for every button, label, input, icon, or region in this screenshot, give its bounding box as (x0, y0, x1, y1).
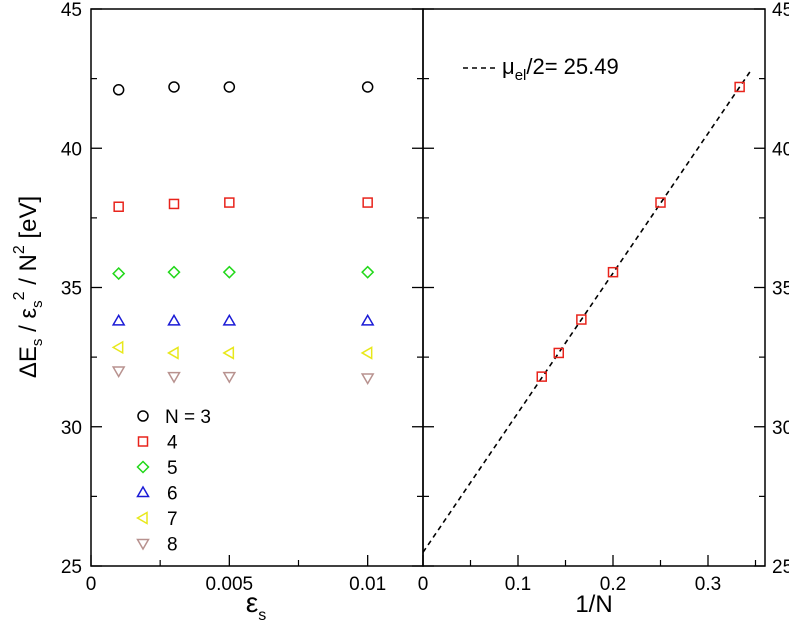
fit-layer (422, 70, 752, 553)
y-tick-label-left: 40 (61, 139, 82, 160)
x-axis-title-left: εs (246, 587, 266, 624)
data-point-right (576, 314, 587, 325)
legend-marker (137, 436, 149, 447)
legend-marker (136, 511, 148, 525)
data-point-left (362, 197, 373, 208)
data-point-left (167, 313, 181, 326)
fit-line (422, 70, 752, 553)
right-panel-frame (422, 8, 766, 567)
data-point-left (111, 340, 124, 355)
y-tick-label-left: 25 (61, 557, 82, 578)
legend-label: N = 3 (165, 407, 211, 428)
data-point-right (655, 197, 666, 208)
fit-legend: μel/2= 25.49 (463, 54, 619, 84)
data-point-left (112, 84, 125, 96)
data-point-left (222, 313, 237, 326)
data-point-left (167, 371, 181, 384)
data-point-left (222, 346, 235, 360)
data-point-left (222, 265, 236, 279)
legend-marker (137, 410, 149, 422)
legend-label: 5 (167, 458, 178, 479)
y-axis-title-text: ΔEs / εs2 / N2 [eV] (11, 196, 46, 378)
x-axis-title-left-text: εs (246, 587, 266, 624)
y-tick-label-right: 40 (772, 139, 789, 160)
data-point-left (360, 373, 375, 386)
x-tick-label-left: 0.01 (349, 574, 386, 595)
y-tick-label-right: 25 (772, 557, 789, 578)
y-tick-label-right: 35 (772, 279, 789, 300)
data-point-left (222, 371, 237, 384)
legend-layer: N = 3 4 5 6 7 8 (136, 407, 211, 556)
data-point-left (111, 366, 126, 379)
data-point-left (168, 198, 180, 210)
data-point-left (224, 197, 235, 208)
y-tick-label-right: 45 (772, 0, 789, 21)
data-point-left (361, 265, 375, 279)
data-point-left (361, 81, 374, 93)
x-tick-label-left: 0.005 (206, 574, 254, 595)
data-point-left (112, 267, 126, 281)
x-tick-label-right: 0.3 (695, 574, 721, 595)
x-axis-title-right: 1/N (575, 591, 612, 618)
left-panel-frame (90, 8, 424, 567)
data-point-left (167, 265, 181, 279)
data-point-left (360, 313, 375, 326)
x-tick-label-right: 0 (418, 574, 429, 595)
legend-label: 7 (167, 509, 178, 530)
data-point-right (734, 81, 745, 93)
data-point-left (111, 313, 126, 326)
y-tick-label-left: 35 (61, 279, 82, 300)
data-point-right (607, 266, 619, 278)
fit-legend-label: μel/2= 25.49 (502, 54, 619, 84)
legend-marker (136, 460, 150, 474)
data-point-right (536, 371, 547, 382)
legend-label: 8 (167, 535, 178, 556)
x-tick-label-right: 0.1 (505, 574, 531, 595)
marks-layer (111, 81, 745, 386)
y-tick-label-left: 30 (61, 418, 82, 439)
data-point-left (167, 346, 179, 360)
data-point-right (553, 347, 565, 359)
data-point-left (360, 346, 373, 360)
legend-marker (136, 485, 150, 498)
x-tick-label-left: 0 (86, 574, 97, 595)
y-axis-title: ΔEs / εs2 / N2 [eV] (11, 196, 46, 378)
y-tick-label-left: 45 (61, 0, 82, 21)
legend-label: 6 (167, 484, 178, 505)
x-tick-label-right: 0.2 (600, 574, 626, 595)
data-point-left (223, 81, 236, 93)
legend-marker (136, 538, 150, 551)
legend-label: 4 (167, 433, 178, 454)
data-point-left (168, 81, 180, 93)
y-tick-label-right: 30 (772, 418, 789, 439)
data-point-left (113, 201, 124, 212)
